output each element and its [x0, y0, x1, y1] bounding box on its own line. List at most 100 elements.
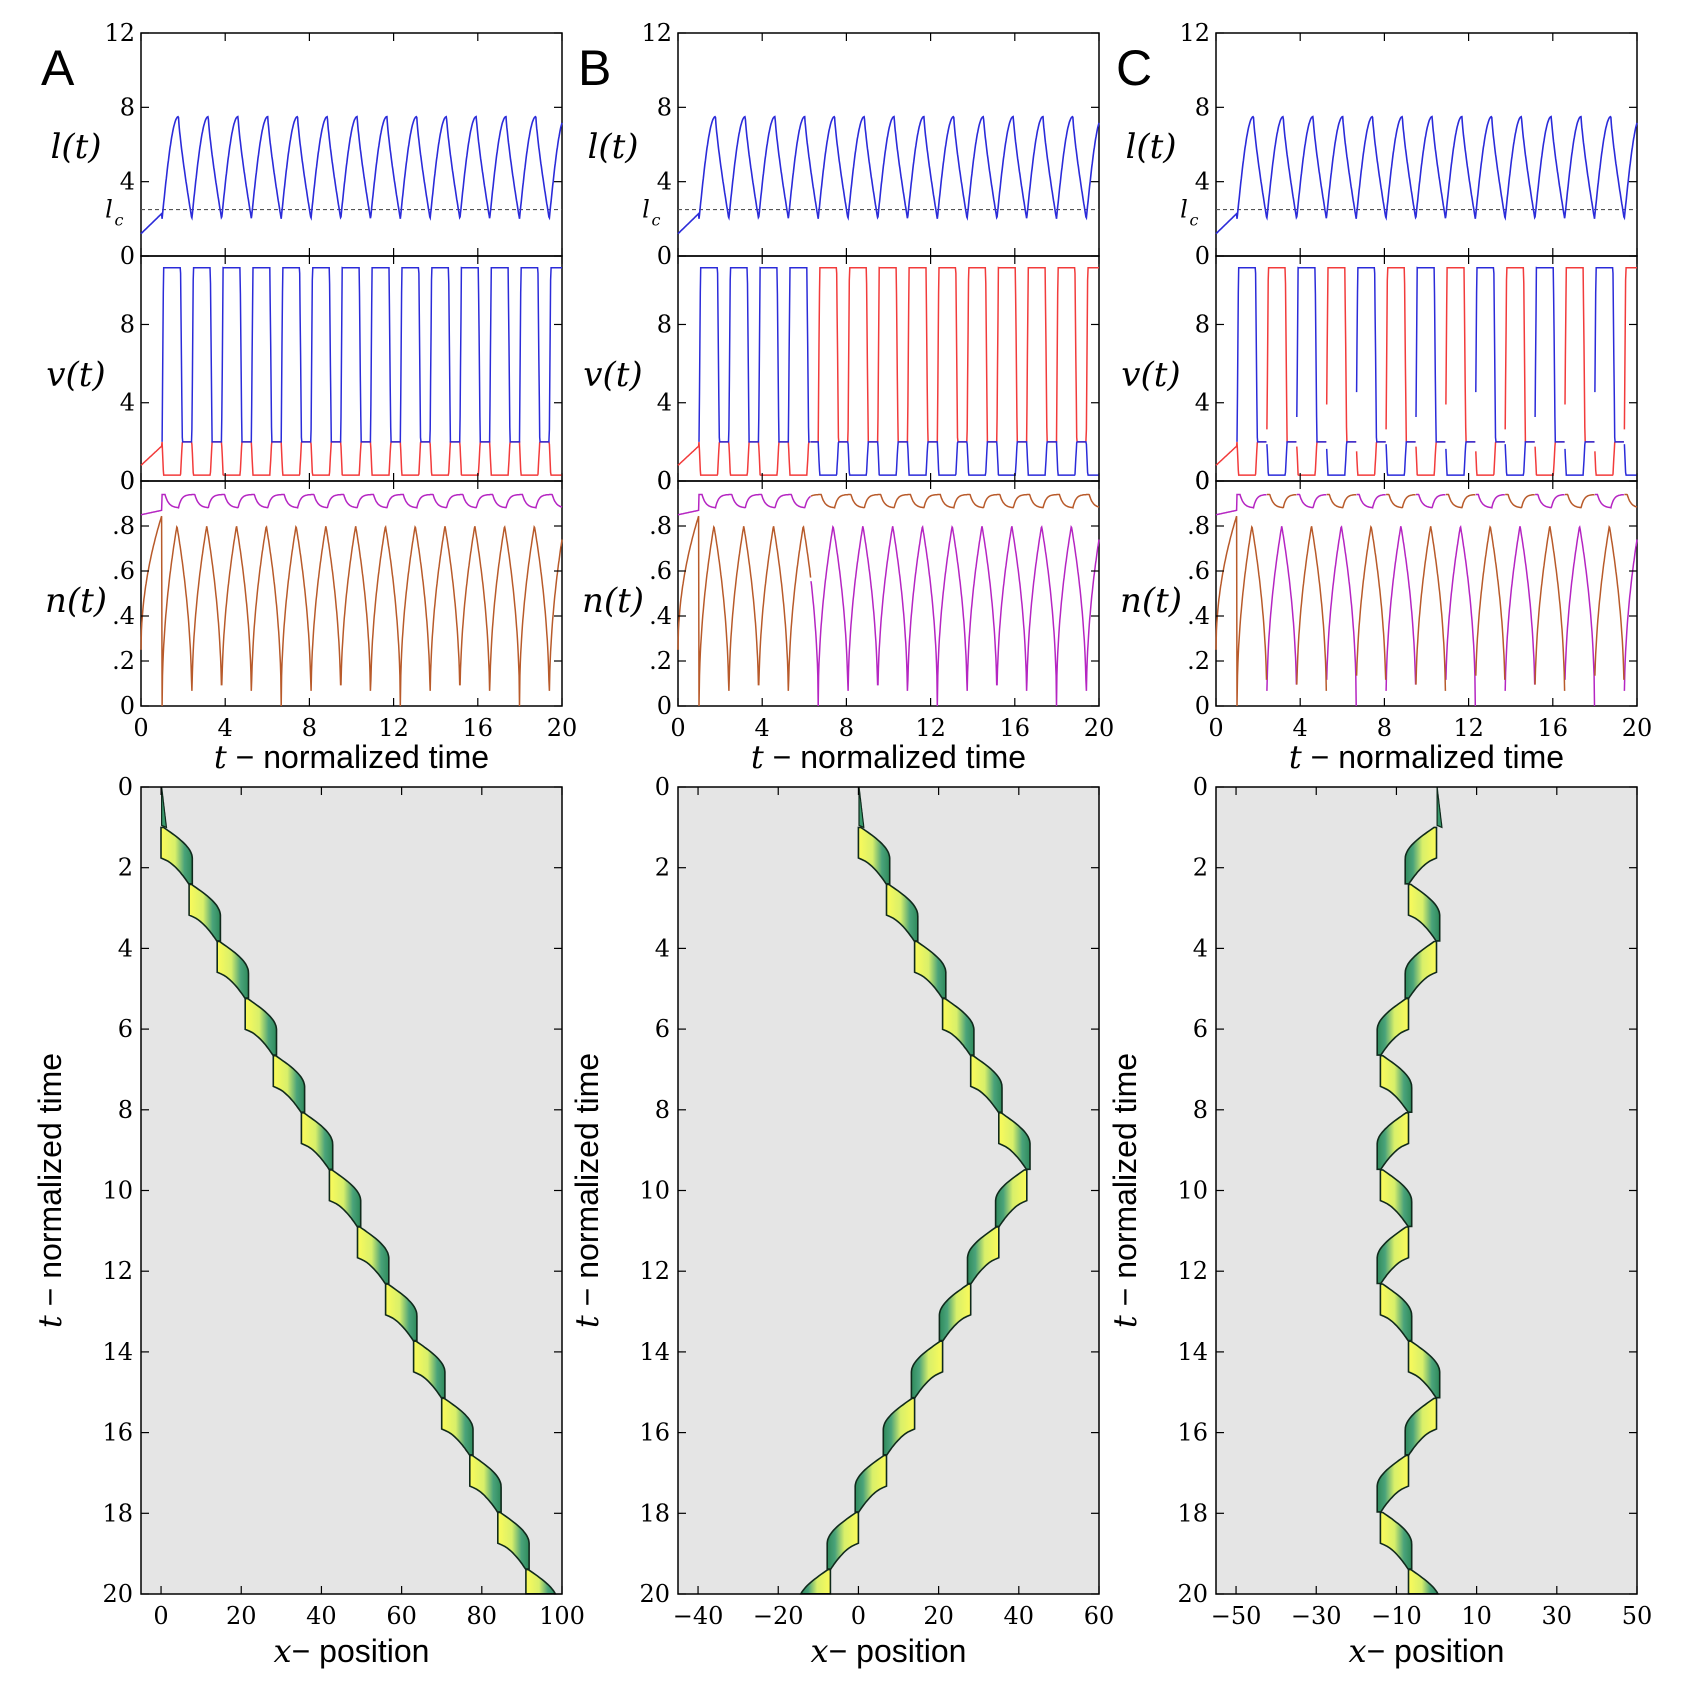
- y-tick-label: 0: [1195, 242, 1210, 270]
- v-axis-label: v(t): [46, 355, 105, 395]
- x-tick-label: 8: [1377, 714, 1392, 742]
- y-tick-label: 4: [1195, 389, 1210, 417]
- v-red-series-line: [1504, 266, 1535, 443]
- x-tick-label: 16: [1538, 714, 1569, 742]
- n-magenta-series-line: [1356, 493, 1386, 509]
- n-magenta-series-line: [1325, 525, 1357, 707]
- n-brown-series-line: [1326, 493, 1357, 509]
- trajectory-y-axis-label: t − normalized time: [568, 1053, 606, 1328]
- cell-shapes: [1376, 786, 1443, 1595]
- x-tick-label: 8: [302, 714, 317, 742]
- time-var: t: [1289, 738, 1302, 776]
- n-magenta-series-line: [1475, 493, 1505, 509]
- n-brown-series-line: [810, 493, 1100, 509]
- n-brown-series-line: [1386, 493, 1416, 509]
- position-var: x: [274, 1632, 292, 1670]
- n-frame: [140, 480, 563, 707]
- v-red-series-line: [1266, 266, 1297, 443]
- v-red-series-line: [1564, 266, 1595, 443]
- v-blue-series-line: [1594, 266, 1624, 443]
- y-tick-label: 0: [655, 773, 670, 801]
- panel-letter: B: [578, 40, 611, 96]
- time-var: t: [751, 738, 764, 776]
- l-chart: 0 4 8 12 l(t) l c: [1125, 19, 1638, 270]
- y-tick-label: .8: [1187, 512, 1210, 540]
- lc-subscript: c: [1190, 211, 1199, 230]
- v-zero-tick-label: 0: [120, 467, 135, 495]
- n-magenta-series-line: [1385, 526, 1417, 691]
- v-red-series-line: [1385, 266, 1416, 443]
- x-tick-label: −30: [1291, 1602, 1342, 1630]
- v-blue-series-line: [1445, 441, 1476, 476]
- y-tick-label: 0: [1193, 773, 1208, 801]
- y-tick-label: 12: [1177, 1257, 1208, 1285]
- v-blue-series-line: [1623, 444, 1637, 476]
- y-tick-label: 20: [102, 1580, 133, 1608]
- y-tick-label: .2: [112, 647, 135, 675]
- time-var: t: [568, 1315, 606, 1328]
- y-tick-label: 8: [657, 310, 672, 338]
- y-tick-label: .8: [112, 512, 135, 540]
- y-tick-label: 10: [639, 1177, 670, 1205]
- v-red-series-line: [1623, 266, 1637, 430]
- n-chart: 0 4 8 12 16 20 0 .2 .4 .6 .8 n(t): [45, 480, 577, 742]
- time-label-text: − normalized time: [569, 1053, 605, 1315]
- time-label-text: − normalized time: [1107, 1053, 1143, 1315]
- position-var: x: [811, 1632, 829, 1670]
- trajectory-chart: −40 −20 0 20 40 60 0 2 4 6 8 10 12 14 16 18 20 t − normal…: [568, 773, 1114, 1670]
- time-var: t: [214, 738, 227, 776]
- l-series-line: [1215, 115, 1638, 235]
- n-magenta-series-line: [810, 524, 1100, 707]
- y-tick-label: 16: [1177, 1419, 1208, 1447]
- n-brown-series-line: [677, 515, 812, 707]
- n-brown-series-line: [1534, 526, 1566, 691]
- y-tick-label: 12: [104, 19, 135, 47]
- l-axis-label: l(t): [50, 127, 101, 167]
- time-var: t: [1106, 1315, 1144, 1328]
- y-tick-label: 2: [655, 854, 670, 882]
- x-tick-label: 20: [1622, 714, 1653, 742]
- v-zero-tick-label: 0: [657, 467, 672, 495]
- v-red-series-line: [1415, 441, 1446, 476]
- y-tick-label: 6: [1193, 1015, 1208, 1043]
- y-tick-label: 12: [1179, 19, 1210, 47]
- v-red-series-line: [1594, 441, 1624, 476]
- x-tick-label: 40: [306, 1602, 337, 1630]
- trajectory-y-axis-label: t − normalized time: [1106, 1053, 1144, 1328]
- y-tick-label: 14: [639, 1338, 670, 1366]
- x-tick-label: 50: [1622, 1602, 1653, 1630]
- v-blue-series-line: [1325, 441, 1357, 476]
- x-tick-label: −20: [753, 1602, 804, 1630]
- l-axis-label: l(t): [1125, 127, 1176, 167]
- y-tick-label: 0: [1195, 692, 1210, 720]
- v-blue-series-line: [1355, 266, 1386, 443]
- n-axis-label: n(t): [1120, 581, 1182, 621]
- y-tick-label: 4: [120, 168, 135, 196]
- x-tick-label: 4: [218, 714, 233, 742]
- y-tick-label: 4: [1195, 168, 1210, 196]
- trajectory-chart: −50 −30 −10 10 30 50 0 2 4 6 8 10 12 14 16 18 20 t − norm…: [1106, 773, 1652, 1670]
- n-brown-series-line: [1266, 493, 1297, 509]
- x-tick-label: 20: [1084, 714, 1115, 742]
- x-tick-label: 16: [463, 714, 494, 742]
- x-tick-label: 12: [378, 714, 409, 742]
- y-tick-label: 18: [1177, 1499, 1208, 1527]
- v-frame: [1215, 255, 1638, 482]
- time-var: t: [31, 1315, 69, 1328]
- cell-initial: [161, 786, 168, 829]
- n-magenta-series-line: [1266, 526, 1298, 691]
- y-tick-label: .4: [1187, 602, 1210, 630]
- x-tick-label: 0: [851, 1602, 866, 1630]
- x-tick-label: 0: [670, 714, 685, 742]
- v-red-series-line: [1534, 441, 1565, 476]
- y-tick-label: 20: [1177, 1580, 1208, 1608]
- y-tick-label: .2: [1187, 647, 1210, 675]
- v-series: [677, 266, 1099, 476]
- x-tick-label: 10: [1461, 1602, 1492, 1630]
- y-tick-label: 10: [102, 1177, 133, 1205]
- v-red-series-line: [1296, 441, 1327, 476]
